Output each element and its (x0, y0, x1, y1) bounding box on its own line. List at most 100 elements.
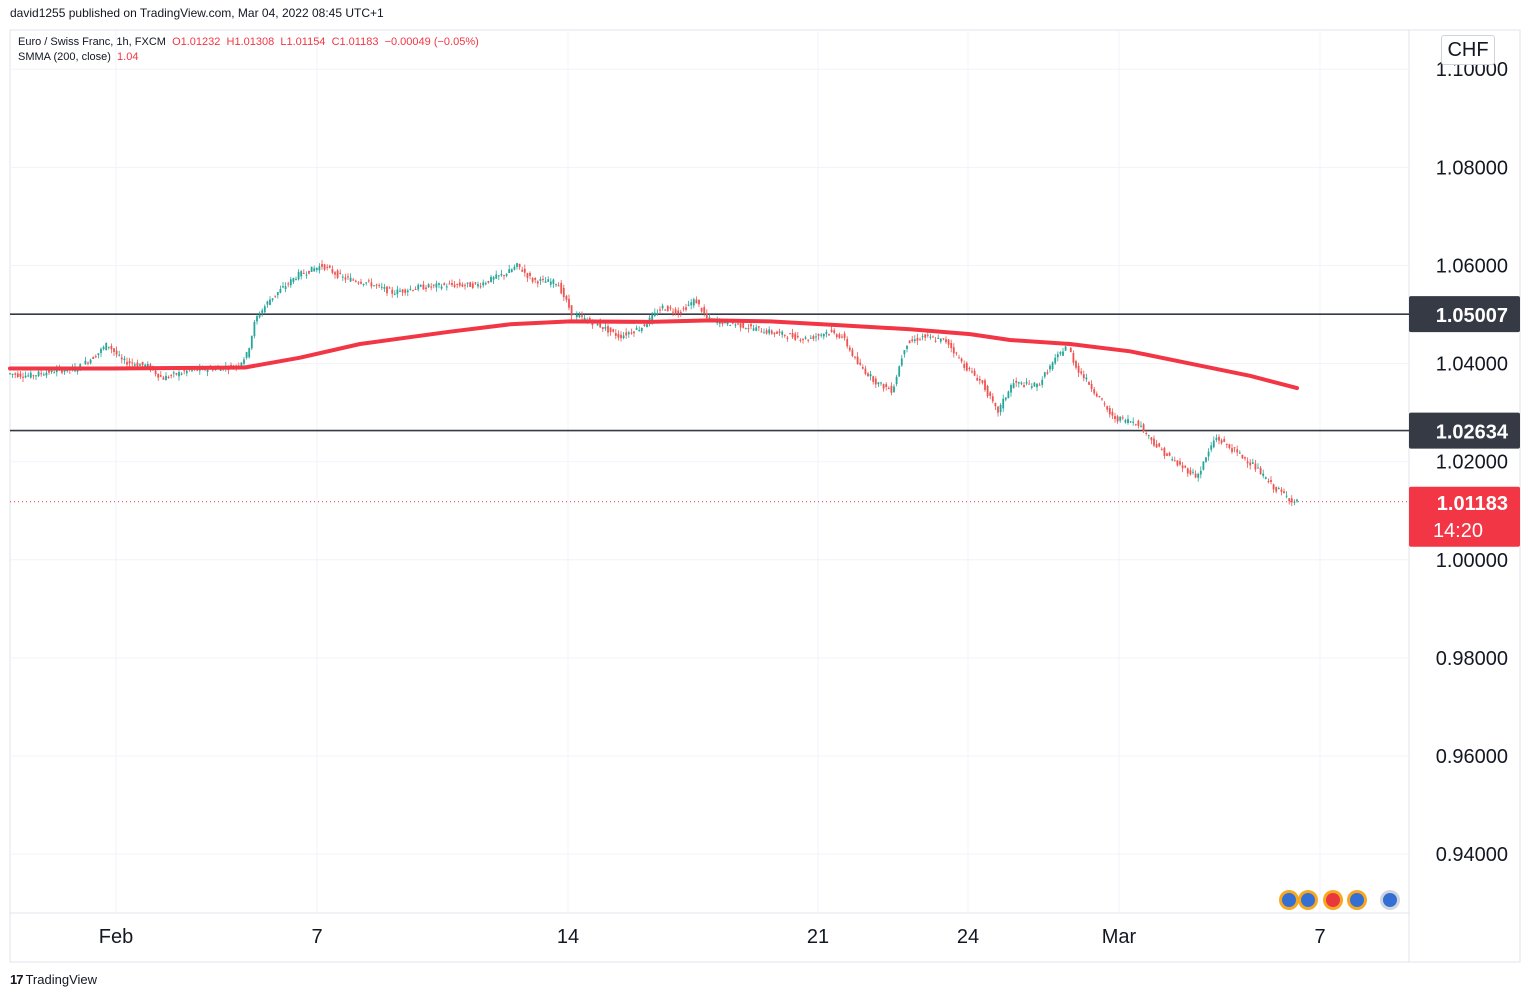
candle-body (505, 274, 508, 276)
candle-body (1108, 408, 1111, 415)
candle-body (490, 276, 492, 282)
candle-body (973, 370, 976, 376)
change-value: −0.00049 (−0.05%) (384, 36, 479, 48)
candle-body (258, 315, 261, 318)
candle-body (79, 364, 82, 368)
candle-body (1062, 351, 1064, 356)
candle-body (752, 328, 755, 331)
candle-body (404, 289, 407, 293)
candle-body (542, 278, 544, 280)
candle-body (1254, 463, 1257, 470)
candle-body (807, 339, 810, 341)
candle-body (370, 282, 373, 287)
candle-body (378, 284, 381, 286)
candle-body (243, 359, 245, 364)
candle-body (908, 340, 911, 344)
candle-body (185, 370, 188, 374)
candle-body (22, 376, 24, 378)
candle-body (789, 333, 791, 335)
candle-body (172, 372, 175, 374)
candle-body (422, 284, 425, 290)
candle-body (126, 361, 128, 365)
candle-body (1231, 448, 1233, 452)
symbol-legend-row[interactable]: Euro / Swiss Franc, 1h, FXCM O1.01232 H1… (18, 35, 479, 50)
candle-body (1038, 384, 1041, 386)
candle-body (35, 375, 37, 377)
candle-body (971, 371, 973, 373)
candle-body (1236, 449, 1239, 453)
candle-body (708, 317, 711, 319)
candle-body (846, 338, 849, 347)
candle-body (414, 289, 417, 291)
indicator-legend-row[interactable]: SMMA (200, close) 1.04 (18, 50, 479, 65)
indicator-value: 1.04 (117, 51, 139, 63)
candle-body (872, 376, 875, 382)
candle-body (677, 310, 680, 314)
candle-body (271, 298, 274, 300)
candle-body (744, 328, 747, 330)
candle-body (851, 349, 854, 356)
candle-body (19, 373, 22, 377)
candle-body (700, 307, 703, 312)
candle-body (835, 334, 838, 337)
candle-body (1072, 353, 1075, 363)
candle-body (477, 284, 479, 287)
candle-body (770, 330, 773, 334)
candle-body (830, 329, 833, 332)
candle-body (963, 364, 966, 368)
tradingview-logo[interactable]: 17 TradingView (10, 972, 97, 987)
candle-body (893, 386, 895, 393)
candle-body (1033, 382, 1036, 387)
candle-body (1020, 382, 1023, 384)
candle-body (464, 285, 466, 287)
candle-body (820, 334, 823, 336)
y-tick-label: 1.00000 (1436, 550, 1508, 572)
candle-body (994, 403, 997, 407)
smma-line[interactable] (8, 318, 1299, 391)
candle-body (1225, 443, 1228, 445)
currency-badge[interactable]: CHF (1441, 35, 1495, 65)
level-price-label: 1.05007 (1436, 305, 1508, 327)
candle-body (289, 279, 292, 286)
candle-body (352, 279, 355, 281)
candle-body (510, 269, 513, 272)
candle-body (323, 264, 326, 270)
candle-body (651, 314, 654, 322)
candle-body (245, 352, 248, 358)
candle-body (937, 337, 940, 339)
candle-body (1270, 480, 1272, 482)
candle-body (1189, 470, 1192, 475)
candle-body (575, 314, 578, 318)
candle-body (703, 307, 706, 314)
candle-body (682, 308, 685, 310)
candle-body (536, 281, 539, 284)
candle-body (1111, 411, 1114, 416)
candle-body (503, 275, 505, 277)
candle-body (508, 269, 511, 274)
candle-body (427, 284, 430, 288)
candle-body (497, 275, 500, 277)
candle-body (165, 375, 167, 381)
candle-body (1275, 487, 1278, 492)
candle-body (1220, 440, 1223, 444)
candle-body (669, 307, 672, 309)
event-flag-icon (1301, 893, 1315, 907)
tradingview-logo-text: TradingView (25, 972, 98, 987)
candle-body (612, 329, 615, 332)
candle-body (804, 337, 807, 339)
candle-body (557, 285, 560, 287)
candle-body (1267, 481, 1270, 483)
candle-body (906, 345, 908, 349)
candle-body (622, 335, 625, 339)
candle-body (854, 356, 856, 358)
candle-body (786, 337, 789, 339)
candle-body (367, 280, 370, 282)
candle-body (263, 306, 266, 313)
x-tick-label: 21 (807, 926, 829, 948)
candle-body (87, 362, 89, 364)
candle-body (282, 286, 284, 288)
candle-body (305, 274, 308, 276)
candle-body (14, 373, 17, 375)
candle-body (375, 284, 378, 286)
